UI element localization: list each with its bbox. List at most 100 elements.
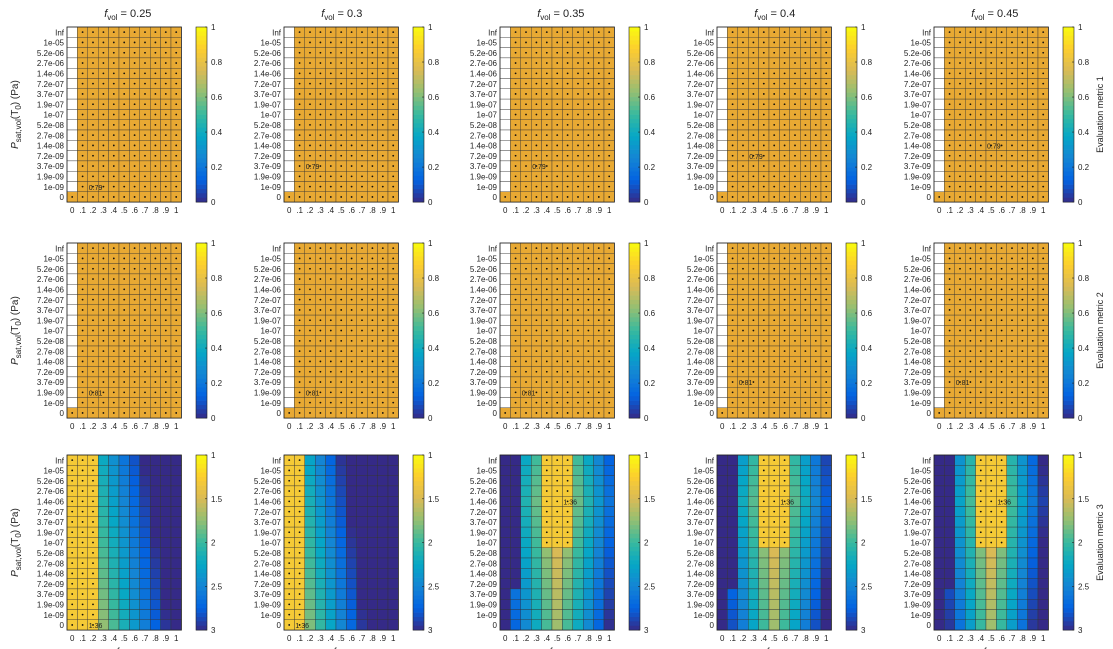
cell-marker <box>340 165 343 167</box>
cell-marker <box>608 309 611 311</box>
x-tick-label: .9 <box>595 206 602 215</box>
cell-marker <box>1021 175 1024 178</box>
x-tick-label: .5 <box>554 206 561 215</box>
cell-marker <box>298 257 301 260</box>
cell-marker <box>514 278 517 280</box>
cell-marker <box>298 572 301 575</box>
cell-marker <box>990 412 993 414</box>
y-tick-label: 1.4e-08 <box>37 358 65 367</box>
cell-marker <box>794 72 796 75</box>
colorbar-swatch <box>196 608 207 613</box>
y-tick-label: 2.7e-08 <box>687 131 715 140</box>
cell-marker <box>1011 298 1013 301</box>
colorbar-swatch <box>413 92 424 98</box>
cell-marker <box>1042 370 1045 373</box>
cell-marker <box>545 360 548 363</box>
cell-marker <box>81 360 84 363</box>
cell-marker <box>309 113 311 116</box>
heatmap-cell <box>356 454 368 466</box>
cell-marker <box>577 267 579 270</box>
cell-marker <box>340 51 343 54</box>
cell-marker <box>361 391 363 394</box>
cell-marker <box>794 134 796 137</box>
cell-marker <box>144 360 146 363</box>
colorbar-swatch <box>1063 404 1074 410</box>
colorbar-swatch <box>413 57 424 63</box>
cell-marker <box>133 381 136 383</box>
cell-marker <box>979 144 982 147</box>
heatmap-cell <box>108 619 120 631</box>
cell-marker <box>1011 175 1013 178</box>
x-tick-label: .9 <box>812 422 819 431</box>
cell-marker <box>938 196 941 198</box>
cell-marker <box>783 165 786 167</box>
cell-marker <box>825 185 828 188</box>
cell-marker <box>545 319 548 322</box>
cell-marker <box>1021 185 1024 188</box>
cell-marker <box>794 82 796 85</box>
y-tick-label: 1.4e-06 <box>687 286 715 295</box>
cell-marker <box>587 401 590 404</box>
y-tick-label: 7.2e-09 <box>37 580 65 589</box>
colorbar-swatch <box>196 256 207 261</box>
colorbar-swatch <box>1063 110 1074 115</box>
cell-marker <box>175 103 178 106</box>
cell-marker <box>794 401 796 404</box>
colorbar-tick-label: 1 <box>1078 239 1083 248</box>
cell-marker <box>92 572 94 575</box>
y-tick-label: 1e-05 <box>911 255 932 264</box>
cell-marker <box>587 319 590 322</box>
colorbar-tick-label: 0.8 <box>861 274 873 283</box>
cell-marker <box>164 51 167 54</box>
cell-marker <box>752 319 755 322</box>
colorbar-swatch <box>413 53 424 58</box>
cell-marker <box>350 185 353 188</box>
cell-marker <box>392 360 395 363</box>
colorbar-swatch <box>846 75 857 80</box>
cell-marker <box>81 510 84 513</box>
cell-marker <box>1042 103 1045 106</box>
cell-marker <box>556 51 559 54</box>
y-tick-label: Inf <box>272 28 282 37</box>
colorbar-swatch <box>846 35 857 41</box>
colorbar-tick-label: 3 <box>211 626 216 635</box>
cell-marker <box>535 309 538 311</box>
cell-marker <box>102 82 105 85</box>
cell-marker <box>392 134 395 137</box>
colorbar-swatch <box>846 180 857 185</box>
x-tick-label: .5 <box>338 634 345 643</box>
cell-marker <box>535 175 538 178</box>
cell-marker <box>81 82 84 85</box>
cell-marker <box>794 103 796 106</box>
cell-marker <box>825 298 828 301</box>
colorbar-frame <box>412 242 425 419</box>
cell-marker <box>794 329 796 332</box>
heatmap-cell <box>346 475 357 487</box>
heatmap-cell <box>387 578 399 590</box>
cell-marker <box>804 257 807 260</box>
cell-marker <box>340 350 343 353</box>
heatmap-panel: 0.81Inf1e-055.2e-062.7e-061.4e-067.2e-07… <box>687 239 873 431</box>
heatmap-cell <box>283 150 295 162</box>
cell-marker <box>350 381 353 383</box>
cell-marker <box>1042 339 1045 342</box>
colorbar-swatch <box>629 396 640 401</box>
cell-marker <box>350 51 353 54</box>
cell-marker <box>814 154 817 157</box>
heatmap-cell <box>716 98 728 110</box>
cell-marker <box>361 93 363 95</box>
cell-marker <box>340 278 343 280</box>
colorbar-swatch <box>1063 140 1074 146</box>
colorbar-swatch <box>413 273 424 279</box>
cell-marker <box>990 401 993 404</box>
cell-marker <box>587 144 590 147</box>
colorbar-swatch <box>846 97 857 102</box>
heatmap-cell <box>716 67 728 79</box>
heatmap-cell <box>129 557 140 569</box>
cell-marker <box>1000 144 1003 147</box>
colorbar-swatch <box>1063 101 1074 107</box>
cell-marker <box>514 113 517 116</box>
x-tick-label: 1 <box>607 206 612 215</box>
cell-marker <box>112 267 115 270</box>
best-value-label: 0.81 <box>522 391 536 398</box>
